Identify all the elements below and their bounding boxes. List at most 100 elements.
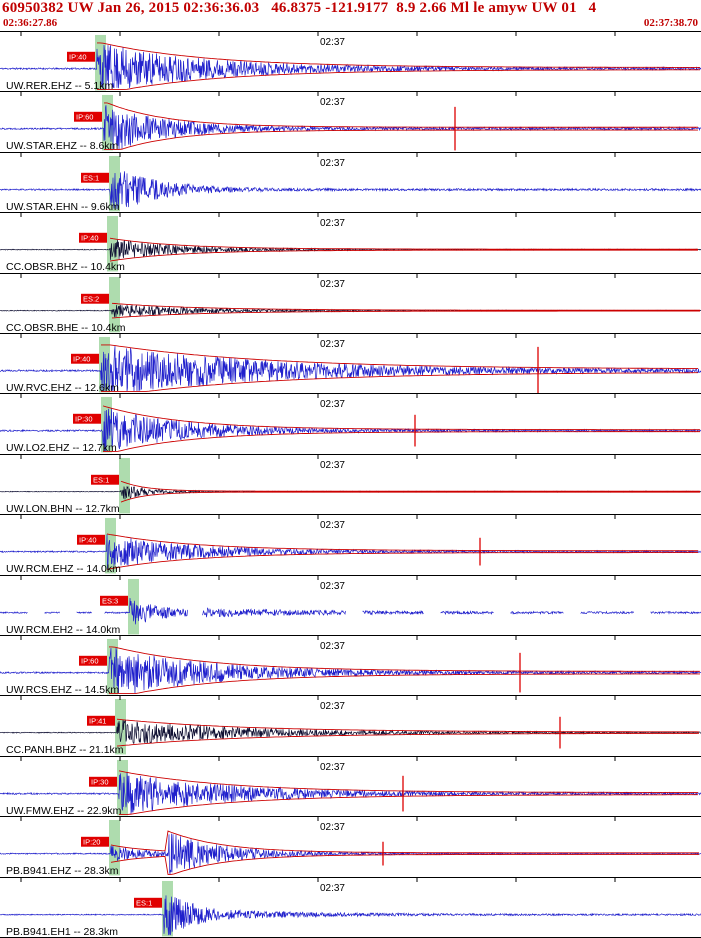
minute-label: 02:37 <box>320 762 345 773</box>
station-label: UW.STAR.EHN -- 9.6km <box>6 202 119 212</box>
coda-envelope <box>116 719 700 748</box>
waveform[interactable] <box>0 895 701 935</box>
minute-label: 02:37 <box>320 97 345 108</box>
waveform[interactable] <box>0 534 701 570</box>
pick-window-band[interactable] <box>109 276 120 333</box>
pick-window-band[interactable] <box>117 759 128 816</box>
pick-window-band[interactable] <box>128 578 139 635</box>
pick-flag[interactable]: ES:2 <box>81 293 109 303</box>
station-label: UW.STAR.EHZ -- 8.6km <box>6 141 118 151</box>
station-label: UW.FMW.EHZ -- 22.9km <box>6 806 121 816</box>
pick-flag[interactable]: IP:40 <box>67 51 95 62</box>
pick-flag[interactable]: IP:40 <box>79 233 107 243</box>
trace-panel-3[interactable]: ES:1 02:37 UW.STAR.EHN -- 9.6km <box>0 151 701 212</box>
pick-flag[interactable]: ES:3 <box>100 595 128 605</box>
station-label: UW.LON.BHN -- 12.7km <box>6 504 120 514</box>
station-label: CC.OBSR.BHZ -- 10.4km <box>6 262 125 272</box>
coda-envelope <box>101 344 698 392</box>
pick-flag[interactable]: IP:41 <box>87 716 115 726</box>
station-label: UW.RVC.EHZ -- 12.6km <box>6 383 119 393</box>
trace-list: IP:40 02:37 UW.RER.EHZ -- 5.1km IP:60 02:37 U… <box>0 31 701 938</box>
pick-flag[interactable]: IP:40 <box>77 535 105 545</box>
pick-flag-label: ES:1 <box>83 174 99 183</box>
pick-window-band[interactable] <box>115 699 126 755</box>
station-label: UW.RCS.EHZ -- 14.5km <box>6 685 119 695</box>
pick-window-band[interactable] <box>162 880 173 937</box>
waveform[interactable] <box>0 597 701 625</box>
pick-window-band[interactable] <box>109 820 120 876</box>
trace-panel-2[interactable]: IP:60 02:37 UW.STAR.EHZ -- 8.6km <box>0 91 701 152</box>
station-label: UW.LO2.EHZ -- 12.7km <box>6 443 117 453</box>
waveform[interactable] <box>0 45 701 90</box>
window-start-time: 02:36:27.86 <box>3 17 58 29</box>
coda-envelope <box>118 770 698 815</box>
trace-panel-8[interactable]: ES:1 02:37 UW.LON.BHN -- 12.7km <box>0 453 701 514</box>
minute-label: 02:37 <box>320 701 345 712</box>
pick-flag[interactable]: IP:60 <box>79 655 107 666</box>
minute-label: 02:37 <box>320 218 345 229</box>
trace-panel-11[interactable]: IP:60 02:37 UW.RCS.EHZ -- 14.5km <box>0 635 701 695</box>
station-label: CC.PANH.BHZ -- 21.1km <box>6 745 124 755</box>
pick-flag[interactable]: IP:30 <box>89 776 117 787</box>
pick-flag-label: IP:20 <box>83 838 100 847</box>
pick-flag-label: IP:30 <box>91 778 108 787</box>
trace-panel-1[interactable]: IP:40 02:37 UW.RER.EHZ -- 5.1km <box>0 31 701 91</box>
pick-flag[interactable]: ES:1 <box>81 172 109 183</box>
pick-window-band[interactable] <box>102 95 113 151</box>
coda-envelope <box>120 480 700 503</box>
coda-envelope <box>109 646 700 694</box>
pick-flag-label: IP:40 <box>73 355 90 364</box>
minute-label: 02:37 <box>320 37 345 48</box>
pick-window-band[interactable] <box>107 639 118 695</box>
trace-panel-10[interactable]: ES:3 02:37 UW.RCM.EH2 -- 14.0km <box>0 574 701 635</box>
station-label: CC.OBSR.BHE -- 10.4km <box>6 323 125 333</box>
minute-label: 02:37 <box>320 339 345 350</box>
minute-label: 02:37 <box>320 399 345 410</box>
waveform[interactable] <box>0 346 701 392</box>
coda-envelope <box>110 830 699 876</box>
trace-panel-13[interactable]: IP:30 02:37 UW.FMW.EHZ -- 22.9km <box>0 755 701 816</box>
pick-window-band[interactable] <box>107 216 118 272</box>
waveform[interactable] <box>0 485 701 500</box>
station-label: UW.RCM.EHZ -- 14.0km <box>6 564 121 574</box>
pick-flag[interactable]: ES:1 <box>91 474 119 485</box>
minute-label: 02:37 <box>320 641 345 652</box>
pick-flag[interactable]: IP:20 <box>81 837 109 847</box>
trace-panel-6[interactable]: IP:40 02:37 UW.RVC.EHZ -- 12.6km <box>0 333 701 394</box>
coda-envelope <box>106 533 698 571</box>
pick-window-band[interactable] <box>119 457 130 514</box>
pick-flag-label: ES:1 <box>93 476 109 485</box>
pick-flag[interactable]: IP:60 <box>74 112 102 122</box>
time-window-bar: 02:36:27.86 02:37:38.70 <box>2 17 699 31</box>
station-label: PB.B941.EH1 -- 28.3km <box>6 927 118 937</box>
trace-panel-12[interactable]: IP:41 02:37 CC.PANH.BHZ -- 21.1km <box>0 695 701 756</box>
trace-panel-14[interactable]: IP:20 02:37 PB.B941.EHZ -- 28.3km <box>0 816 701 877</box>
waveform[interactable] <box>0 772 701 814</box>
minute-label: 02:37 <box>320 581 345 592</box>
pick-flag[interactable]: ES:1 <box>134 897 162 907</box>
pick-flag[interactable]: IP:30 <box>73 414 101 424</box>
station-label: UW.RCM.EH2 -- 14.0km <box>6 625 120 635</box>
trace-panel-9[interactable]: IP:40 02:37 UW.RCM.EHZ -- 14.0km <box>0 514 701 575</box>
waveform[interactable] <box>0 408 701 452</box>
trace-panel-5[interactable]: ES:2 02:37 CC.OBSR.BHE -- 10.4km <box>0 272 701 333</box>
minute-label: 02:37 <box>320 158 345 169</box>
pick-flag-label: IP:41 <box>89 717 106 726</box>
pick-flag[interactable]: IP:40 <box>71 353 99 364</box>
pick-flag-label: IP:40 <box>69 53 86 62</box>
header: 60950382 UW Jan 26, 2015 02:36:36.03 46.… <box>0 0 701 31</box>
coda-envelope <box>97 42 700 90</box>
waveform[interactable] <box>0 720 701 745</box>
pick-flag-label: IP:60 <box>81 657 98 666</box>
trace-panel-4[interactable]: IP:40 02:37 CC.OBSR.BHZ -- 10.4km <box>0 212 701 273</box>
pick-flag-label: ES:3 <box>102 596 118 605</box>
trace-panel-15[interactable]: ES:1 02:37 PB.B941.EH1 -- 28.3km <box>0 876 701 938</box>
pick-window-band[interactable] <box>105 518 116 574</box>
minute-label: 02:37 <box>320 883 345 894</box>
waveform[interactable] <box>0 171 701 209</box>
waveform[interactable] <box>0 833 701 875</box>
minute-label: 02:37 <box>320 279 345 290</box>
coda-envelope <box>102 405 700 453</box>
station-label: UW.RER.EHZ -- 5.1km <box>6 81 113 91</box>
trace-panel-7[interactable]: IP:30 02:37 UW.LO2.EHZ -- 12.7km <box>0 393 701 454</box>
